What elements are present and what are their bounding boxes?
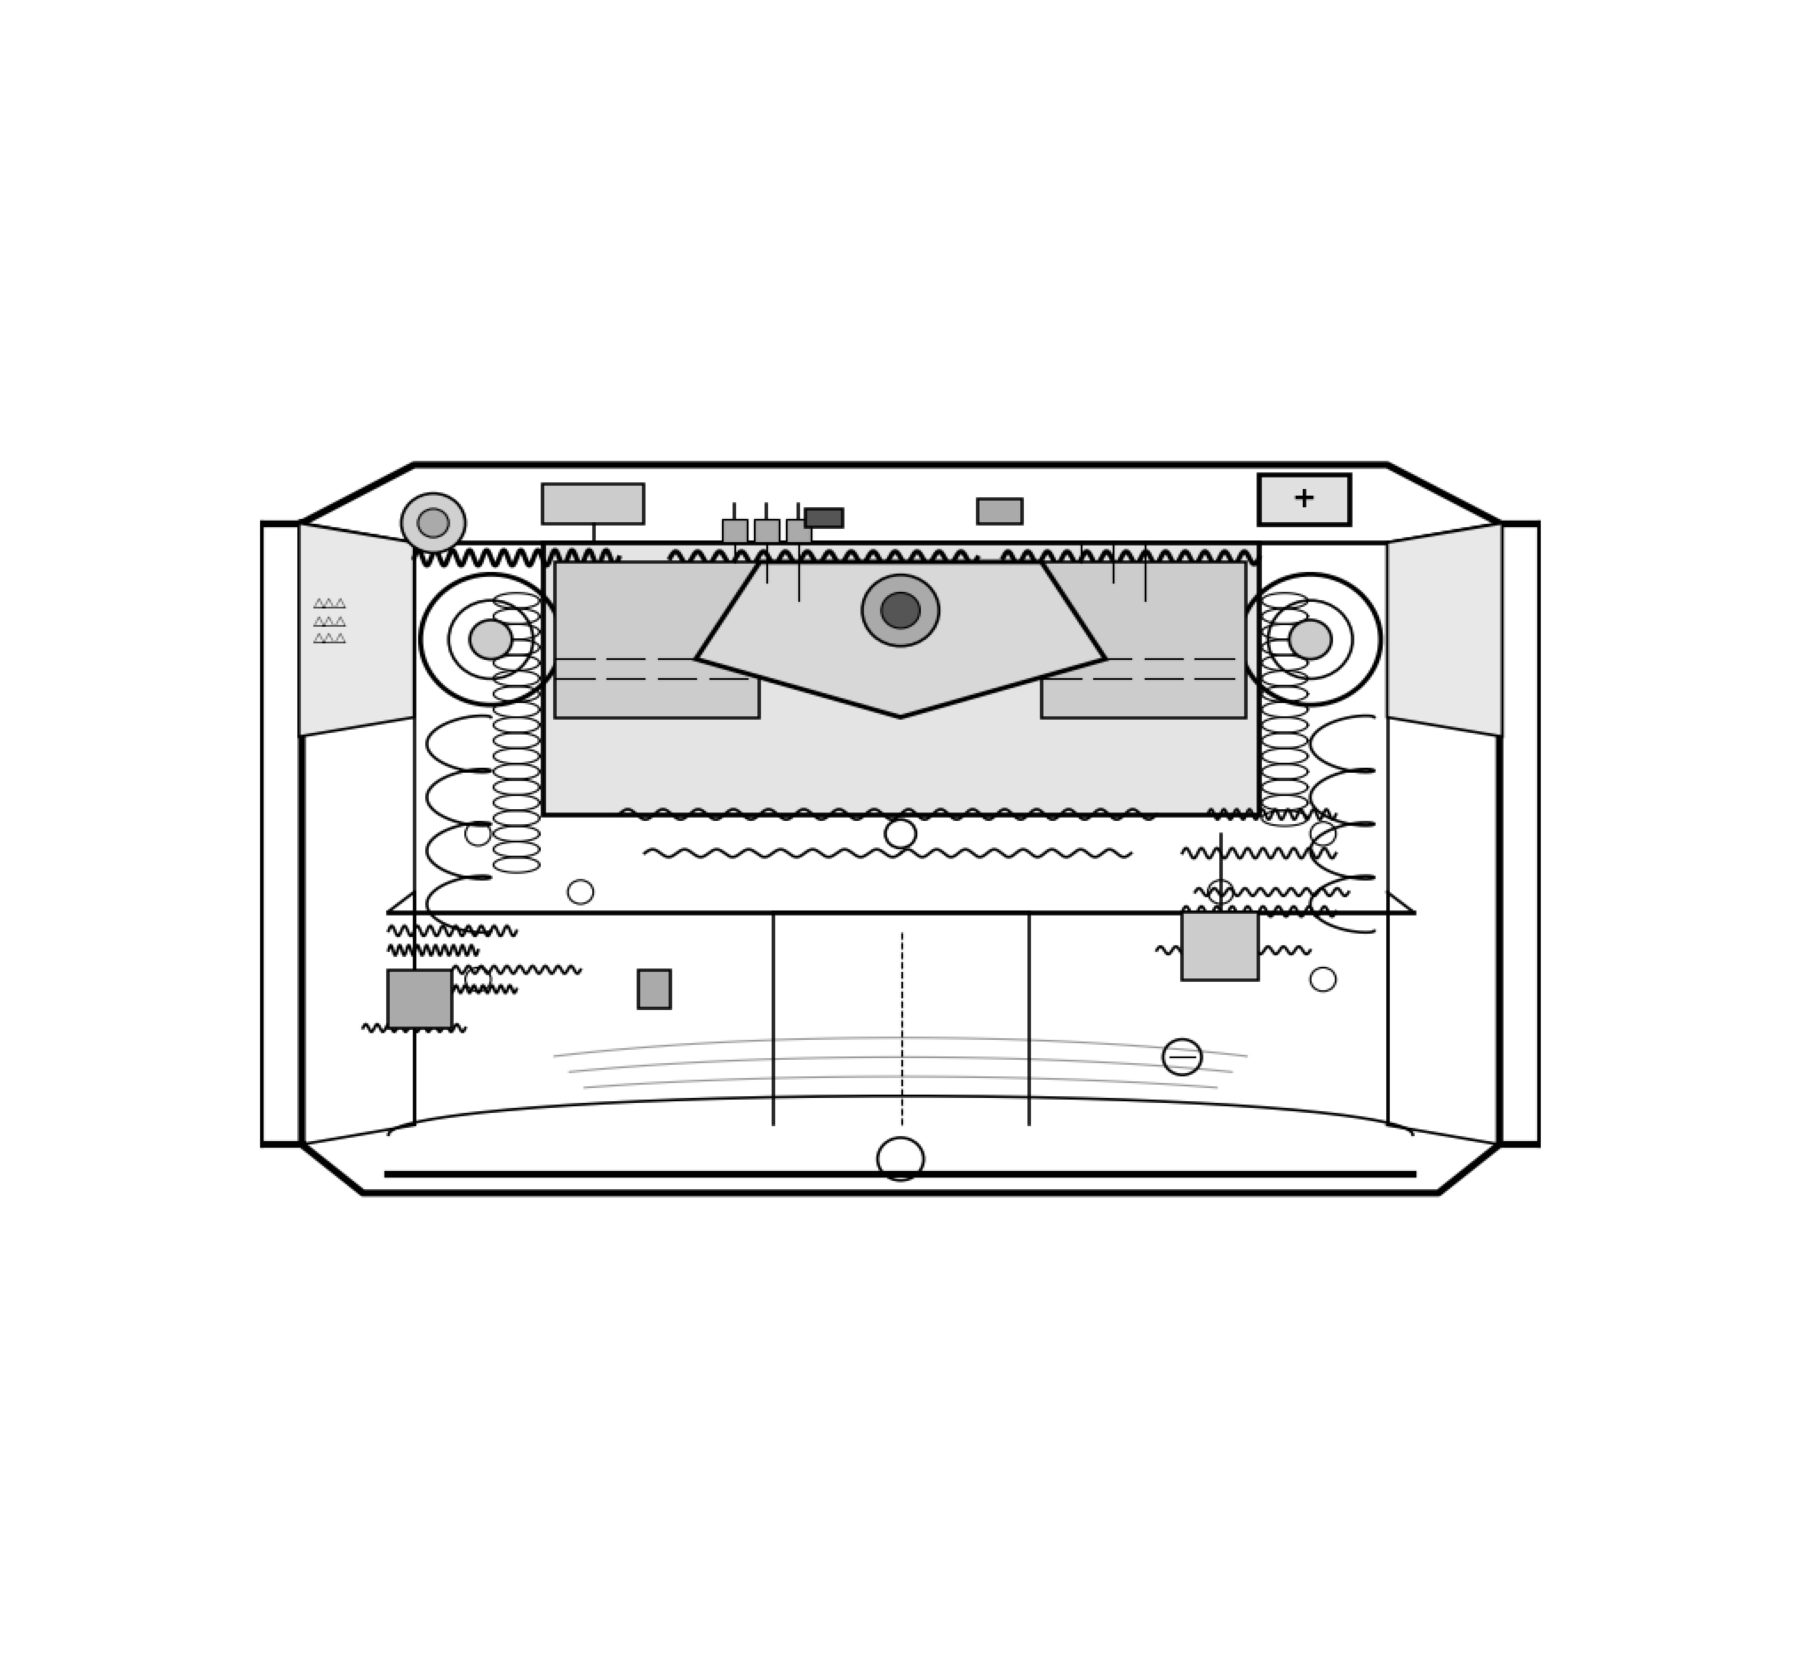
Text: Crankshaft
Position (CKP)
Sensor: Crankshaft Position (CKP) Sensor [571, 1009, 697, 1229]
Text: Mass Airflow
(MAF) Sensor: Mass Airflow (MAF) Sensor [305, 1118, 424, 1203]
Text: Evaporative
Emissions
(EVAP) Canister
Purge Solenoid: Evaporative Emissions (EVAP) Canister Pu… [1346, 920, 1602, 1014]
Text: Idle Air Control
(IAC) Valve: Idle Air Control (IAC) Valve [1043, 300, 1230, 451]
Text: X-124: X-124 [816, 240, 869, 449]
Text: 4-Wheel
Anti-Lock
Brake
System
(4WABS)
Module: 4-Wheel Anti-Lock Brake System (4WABS) M… [1346, 631, 1544, 754]
Text: G00150499: G00150499 [268, 1427, 366, 1445]
Text: Engine
Compartment
Fuse/Relay Box: Engine Compartment Fuse/Relay Box [1346, 490, 1596, 550]
Text: Throttle Position
(TP) Sensor: Throttle Position (TP) Sensor [1241, 1120, 1544, 1158]
Text: 3.0L: 3.0L [818, 1347, 860, 1365]
Text: Powertrain Control
Module (PCM): Powertrain Control Module (PCM) [486, 300, 655, 449]
Text: X-134, X-135, X-136: X-134, X-135, X-136 [1270, 358, 1449, 441]
Text: Ignition
Coil: Ignition Coil [673, 323, 742, 461]
Text: Noise
Capacitor: Noise Capacitor [314, 323, 401, 482]
